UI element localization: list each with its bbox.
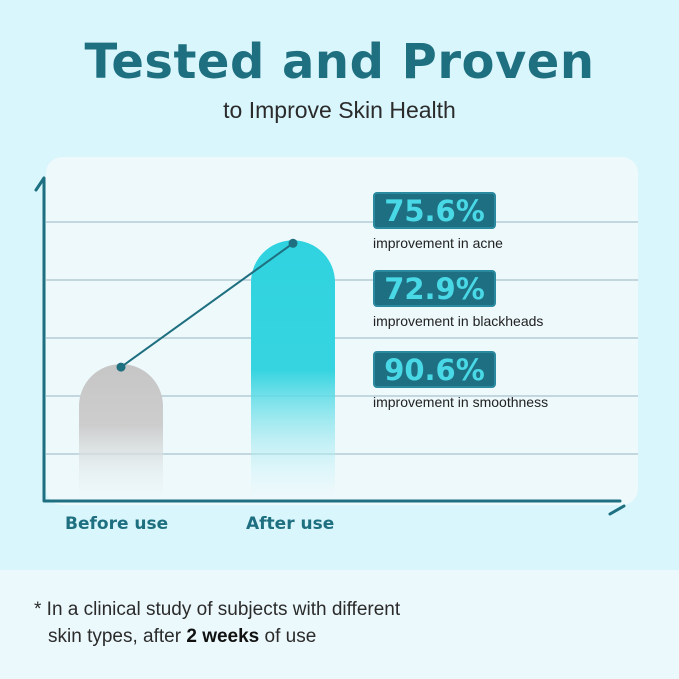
footnote-line1: In a clinical study of subjects with dif…: [41, 599, 401, 620]
footnote-emphasis: 2 weeks: [186, 626, 260, 647]
footnote-line2-post: of use: [259, 626, 317, 647]
footnote-section: [0, 570, 679, 679]
footnote-line2-pre: skin types, after: [48, 626, 187, 647]
chart-svg: [34, 176, 638, 516]
bar-before-use: [79, 364, 163, 500]
stat-smoothness-value: 90.6%: [373, 351, 496, 388]
page-subtitle: to Improve Skin Health: [223, 97, 456, 123]
page-title: Tested and Proven: [84, 34, 595, 90]
stat-blackheads-value: 72.9%: [373, 270, 496, 307]
trend-line: [120, 242, 294, 368]
stat-smoothness-label: improvement in smoothness: [373, 394, 549, 410]
stat-acne-label: improvement in acne: [373, 235, 503, 251]
footnote: * In a clinical study of subjects with d…: [34, 596, 400, 650]
footnote-asterisk: *: [34, 599, 42, 620]
y-axis: [34, 176, 622, 503]
bar-after-use: [251, 240, 335, 500]
chart-trend: [116, 238, 298, 372]
category-label-after: After use: [246, 514, 335, 534]
stat-acne: 75.6% improvement in acne: [373, 192, 503, 251]
stat-smoothness: 90.6% improvement in smoothness: [373, 351, 548, 410]
point-before-use: [116, 362, 126, 372]
chart-bars: [79, 240, 335, 500]
point-after-use: [288, 238, 298, 248]
stat-blackheads-label: improvement in blackheads: [373, 313, 544, 329]
stat-blackheads: 72.9% improvement in blackheads: [373, 270, 543, 329]
stat-acne-value: 75.6%: [373, 192, 496, 229]
x-axis-arrow: [608, 504, 626, 516]
footnote-line2: skin types, after 2 weeks of use: [34, 623, 400, 650]
category-label-before: Before use: [65, 514, 169, 534]
